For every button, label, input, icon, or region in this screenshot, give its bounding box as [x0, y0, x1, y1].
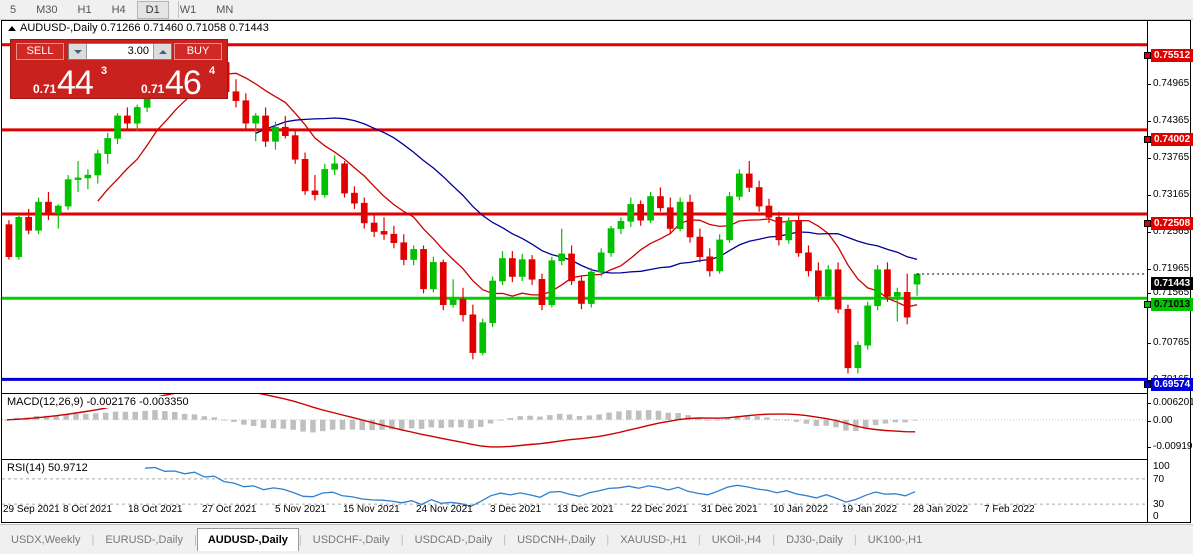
date-tick-label: 5 Nov 2021: [275, 504, 327, 515]
symbol-ohlc-text: AUDUSD-,Daily 0.71266 0.71460 0.71058 0.…: [20, 22, 269, 34]
price-line-handle[interactable]: [1144, 52, 1151, 59]
chart-frame: AUDUSD-,Daily 0.71266 0.71460 0.71058 0.…: [1, 20, 1193, 524]
date-axis: 29 Sep 2021 8 Oct 2021 18 Oct 2021 27 Oct 2…: [1, 504, 1191, 523]
chart-tab-bar: USDX,Weekly | EURUSD-,Daily | AUDUSD-,Daily |…: [0, 524, 1193, 554]
tab-separator: |: [400, 534, 404, 546]
tab-eurusd-daily[interactable]: EURUSD-,Daily: [105, 534, 183, 546]
volume-decrease-button[interactable]: [69, 44, 87, 59]
chevron-up-icon: [158, 49, 167, 54]
candlestick-chart: [2, 42, 1147, 381]
tab-xauusd-h1[interactable]: XAUUSD-,H1: [620, 534, 687, 546]
price-line-handle[interactable]: [1144, 220, 1151, 227]
date-tick-label: 29 Sep 2021: [3, 504, 60, 515]
volume-stepper[interactable]: 3.00: [68, 43, 172, 60]
macd-label: MACD(12,26,9) -0.002176 -0.003350: [7, 396, 192, 408]
tab-separator: |: [503, 534, 507, 546]
sell-price-fraction: 3: [101, 65, 108, 77]
chart-tab-list: USDX,Weekly | EURUSD-,Daily | AUDUSD-,Daily |…: [0, 528, 933, 554]
tab-ukoil-h4[interactable]: UKOil-,H4: [711, 534, 762, 546]
toolbar-divider: [178, 1, 179, 18]
date-tick-label: 10 Jan 2022: [773, 504, 829, 515]
price-line-handle[interactable]: [1144, 301, 1151, 308]
date-tick-label: 28 Jan 2022: [913, 504, 969, 515]
buy-price-prefix: 0.71: [141, 82, 165, 96]
trade-panel-controls: SELL 3.00 BUY: [11, 40, 227, 63]
timeframe-list: 5 M30 H1 H4 D1 W1 MN: [0, 0, 243, 19]
symbol-header: AUDUSD-,Daily 0.71266 0.71460 0.71058 0.…: [2, 21, 1147, 37]
date-tick-label: 27 Oct 2021: [202, 504, 257, 515]
sell-button[interactable]: SELL: [16, 43, 64, 60]
date-tick-label: 18 Oct 2021: [128, 504, 183, 515]
tab-dj30-daily[interactable]: DJ30-,Daily: [786, 534, 843, 546]
date-tick-label: 15 Nov 2021: [343, 504, 400, 515]
volume-value[interactable]: 3.00: [127, 45, 149, 57]
tab-usdx-weekly[interactable]: USDX,Weekly: [11, 534, 81, 546]
price-line-handle[interactable]: [1144, 381, 1151, 388]
timeframe-5[interactable]: 5: [10, 3, 17, 16]
price-line-handle[interactable]: [1144, 136, 1151, 143]
timeframe-d1[interactable]: D1: [136, 0, 169, 19]
date-tick-label: 19 Jan 2022: [842, 504, 898, 515]
tab-usdcnh-daily[interactable]: USDCNH-,Daily: [517, 534, 596, 546]
tab-separator: |: [193, 534, 197, 546]
timeframe-m30[interactable]: M30: [36, 3, 58, 16]
rsi-pane[interactable]: RSI(14) 50.9712: [2, 459, 1147, 524]
volume-increase-button[interactable]: [153, 44, 171, 59]
timeframe-mn[interactable]: MN: [216, 3, 234, 16]
price-level-label-green[interactable]: 0.71013: [1151, 298, 1193, 311]
price-pane[interactable]: [2, 37, 1147, 392]
timeframe-toolbar: 5 M30 H1 H4 D1 W1 MN: [0, 0, 1193, 20]
price-level-label-red[interactable]: 0.72508: [1151, 217, 1193, 230]
rsi-label: RSI(14) 50.9712: [7, 462, 91, 474]
price-scale[interactable]: 0.74965 0.74365 0.73765 0.73165 0.72565 0.719…: [1144, 21, 1193, 522]
tab-usdcad-daily[interactable]: USDCAD-,Daily: [414, 534, 493, 546]
buy-button[interactable]: BUY: [174, 43, 222, 60]
date-tick-label: 7 Feb 2022: [984, 504, 1035, 515]
tab-separator: |: [853, 534, 857, 546]
date-tick-label: 8 Oct 2021: [63, 504, 112, 515]
date-tick-label: 13 Dec 2021: [557, 504, 614, 515]
date-tick-label: 22 Dec 2021: [631, 504, 688, 515]
macd-pane[interactable]: MACD(12,26,9) -0.002176 -0.003350: [2, 393, 1147, 459]
chevron-down-icon: [73, 49, 82, 54]
collapse-triangle-icon[interactable]: [8, 26, 16, 31]
tab-separator: |: [298, 534, 302, 546]
tab-separator: |: [606, 534, 610, 546]
rsi-chart: [2, 466, 1147, 507]
sell-price-display[interactable]: 0.71 44 3: [13, 64, 119, 99]
timeframe-w1[interactable]: W1: [179, 3, 197, 16]
tab-separator: |: [697, 534, 701, 546]
tab-uk100-h1[interactable]: UK100-,H1: [867, 534, 923, 546]
date-tick-label: 31 Dec 2021: [701, 504, 758, 515]
sell-price-main: 44: [57, 64, 94, 99]
timeframe-h4[interactable]: H4: [111, 3, 126, 16]
timeframe-h1[interactable]: H1: [77, 3, 92, 16]
tab-separator: |: [91, 534, 95, 546]
date-tick-label: 3 Dec 2021: [490, 504, 542, 515]
buy-price-fraction: 4: [209, 65, 216, 77]
price-level-label-red[interactable]: 0.75512: [1151, 49, 1193, 62]
buy-price-display[interactable]: 0.71 46 4: [123, 64, 227, 99]
price-level-label-blue[interactable]: 0.69574: [1151, 378, 1193, 391]
tab-usdchf-daily[interactable]: USDCHF-,Daily: [312, 534, 390, 546]
price-level-label-black[interactable]: 0.71443: [1151, 277, 1193, 290]
buy-price-main: 46: [165, 64, 202, 99]
one-click-trading-panel[interactable]: SELL 3.00 BUY 0.71 44 3 0.71: [10, 39, 228, 99]
sell-price-prefix: 0.71: [33, 82, 57, 96]
macd-chart: [2, 394, 1147, 448]
price-level-label-red[interactable]: 0.74002: [1151, 133, 1193, 146]
date-tick-label: 24 Nov 2021: [416, 504, 473, 515]
tab-separator: |: [772, 534, 776, 546]
tab-audusd-daily[interactable]: AUDUSD-,Daily: [196, 528, 299, 551]
